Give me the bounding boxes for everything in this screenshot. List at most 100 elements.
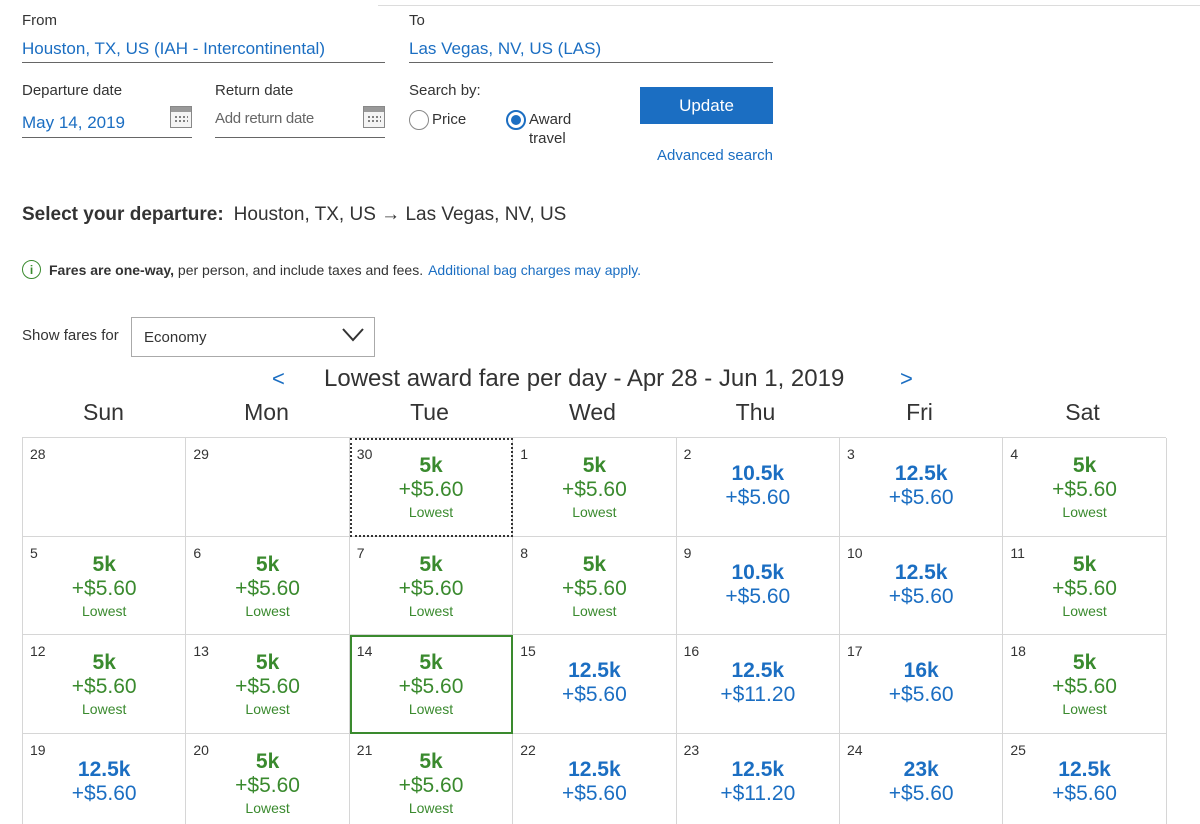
calendar-day-cell[interactable]: 16 12.5k +$11.20 [676,635,840,734]
calendar-day-cell[interactable]: 10 12.5k +$5.60 [840,536,1004,635]
info-bold: Fares are one-way, [49,261,175,278]
day-number: 30 [356,446,373,462]
calendar-day-cell[interactable]: 14 5k +$5.60 Lowest [349,635,514,734]
return-date-label: Return date [215,82,294,99]
fare-miles: 5k [92,651,116,674]
fare-block: 5k +$5.60 Lowest [1003,553,1165,619]
fare-block: 5k +$5.60 Lowest [186,750,348,816]
day-number: 14 [356,643,373,659]
calendar-day-cell[interactable]: 4 5k +$5.60 Lowest [1003,438,1167,537]
calendar-day-cell[interactable]: 20 5k +$5.60 Lowest [186,733,350,824]
update-button[interactable]: Update [640,87,773,124]
info-text: per person, and include taxes and fees. [174,261,424,278]
award-travel-radio[interactable] [506,110,526,130]
to-label: To [409,12,425,29]
calendar-day-cell[interactable]: 22 12.5k +$5.60 [513,733,677,824]
day-number: 17 [847,643,863,659]
calendar-day-cell[interactable]: 6 5k +$5.60 Lowest [186,536,350,635]
fare-miles: 5k [255,749,280,773]
fare-tax: +$5.60 [888,781,954,805]
day-number: 4 [1010,446,1019,462]
day-number: 21 [356,741,373,758]
calendar-day-cell[interactable]: 18 5k +$5.60 Lowest [1003,635,1167,734]
cabin-select[interactable]: Economy [131,317,375,357]
day-number: 29 [193,446,209,462]
calendar-day-cell[interactable]: 15 12.5k +$5.60 [513,635,677,734]
fare-tax: +$5.60 [1052,576,1117,600]
calendar-day-cell[interactable]: 17 16k +$5.60 [840,635,1004,734]
day-number: 16 [683,643,700,659]
departure-date-field[interactable]: May 14, 2019 [22,113,126,132]
calendar-day-cell[interactable]: 30 5k +$5.60 Lowest [349,438,514,537]
prev-month-arrow[interactable]: < [272,366,285,391]
lowest-label: Lowest [1062,602,1107,619]
to-field[interactable]: Las Vegas, NV, US (LAS) [409,39,602,58]
from-field[interactable]: Houston, TX, US (IAH - Intercontinental) [22,39,325,58]
calendar-icon[interactable] [363,106,385,128]
show-fares-label: Show fares for [22,327,119,344]
day-number: 23 [683,741,700,758]
return-date-field[interactable]: Add return date [215,110,314,127]
fare-miles: 5k [582,454,607,477]
fare-block: 12.5k +$5.60 [23,758,185,806]
fare-block: 5k +$5.60 Lowest [350,454,512,520]
fare-tax: +$5.60 [235,773,300,797]
fare-tax: +$5.60 [725,584,791,608]
day-number: 11 [1010,544,1025,561]
fare-block: 12.5k +$5.60 [840,462,1002,510]
weekday-mon: Mon [244,399,289,425]
from-label: From [22,12,57,29]
fare-miles: 16k [903,659,939,682]
fare-tax: +$5.60 [561,478,627,501]
calendar-day-cell[interactable]: 11 5k +$5.60 Lowest [1003,536,1167,635]
calendar-day-cell[interactable]: 9 10.5k +$5.60 [676,536,840,635]
fare-block: 5k +$5.60 Lowest [513,553,675,619]
fare-tax: +$5.60 [561,683,627,706]
page-title: Select your departure: Houston, TX, US → … [22,204,566,226]
calendar-day-cell[interactable]: 23 12.5k +$11.20 [677,733,840,824]
calendar-day-cell[interactable]: 3 12.5k +$5.60 [840,438,1004,537]
calendar-day-cell[interactable]: 12 5k +$5.60 Lowest [23,635,187,734]
calendar-day-cell[interactable]: 1 5k +$5.60 Lowest [513,438,677,537]
day-number: 15 [520,643,536,659]
price-radio-label: Price [432,111,467,128]
fare-block: 12.5k +$5.60 [1003,758,1165,806]
calendar-day-cell[interactable]: 2 10.5k +$5.60 [676,438,840,537]
heading-bold: Select your departure: [22,204,224,225]
calendar-day-cell[interactable]: 7 5k +$5.60 Lowest [349,536,514,635]
fare-tax: +$5.60 [398,478,464,501]
lowest-label: Lowest [1062,504,1107,520]
day-number: 9 [683,544,692,561]
day-number: 8 [520,544,528,561]
price-radio[interactable] [409,110,429,130]
calendar-day-cell[interactable]: 19 12.5k +$5.60 [23,733,187,824]
top-divider [378,5,1200,6]
fare-tax: +$5.60 [71,576,137,600]
advanced-search-link[interactable]: Advanced search [657,147,773,164]
calendar-day-cell[interactable]: 21 5k +$5.60 Lowest [350,733,514,824]
fare-tax: +$5.60 [235,576,300,600]
lowest-label: Lowest [82,602,127,619]
calendar-day-cell: 29 [186,438,350,537]
fare-tax: +$5.60 [888,683,954,706]
weekday-fri: Fri [906,399,933,425]
fare-block: 16k +$5.60 [840,659,1002,707]
calendar-icon[interactable] [170,106,192,128]
fare-block: 5k +$5.60 Lowest [350,651,512,717]
lowest-label: Lowest [245,602,290,619]
calendar-day-cell[interactable]: 8 5k +$5.60 Lowest [513,536,677,635]
fare-miles: 5k [255,552,280,576]
fare-block: 5k +$5.60 Lowest [186,553,348,619]
bag-charges-link[interactable]: Additional bag charges may apply. [428,261,642,278]
fare-block: 23k +$5.60 [840,758,1002,806]
day-number: 19 [30,741,46,758]
weekday-thu: Thu [735,399,776,425]
to-underline [409,62,773,63]
calendar-day-cell[interactable]: 24 23k +$5.60 [840,733,1004,824]
calendar-day-cell[interactable]: 5 5k +$5.60 Lowest [23,536,187,635]
calendar-day-cell[interactable]: 25 12.5k +$5.60 [1003,733,1167,824]
calendar-day-cell[interactable]: 13 5k +$5.60 Lowest [186,635,350,734]
next-month-arrow[interactable]: > [900,366,913,391]
calendar-day-cell: 28 [23,438,187,537]
fare-miles: 5k [419,749,443,773]
